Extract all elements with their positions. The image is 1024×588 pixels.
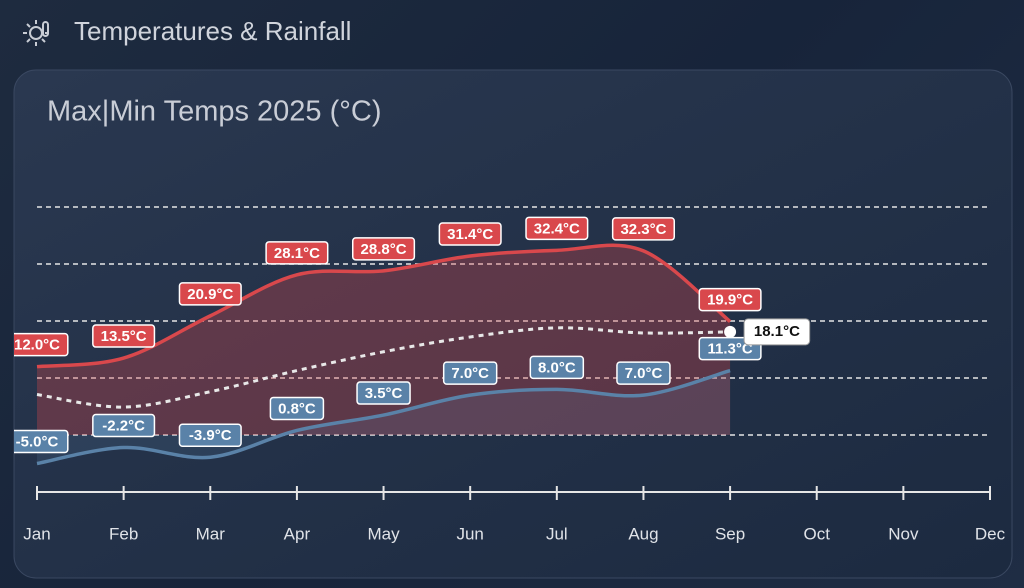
x-tick-label: Oct xyxy=(804,524,831,543)
data-label: 13.5°C xyxy=(101,328,147,345)
x-tick-label: Apr xyxy=(284,524,311,543)
x-tick-label: Nov xyxy=(888,524,919,543)
plot: Jan Feb Mar Apr May Jun Jul Aug Sep Oct Nov Dec 12.0… xyxy=(14,206,1006,543)
data-label-bg xyxy=(265,241,329,265)
card xyxy=(13,69,1013,579)
data-label-bg xyxy=(269,396,325,421)
data-label-bg xyxy=(611,217,676,241)
x-tick-label: Jul xyxy=(546,524,568,543)
data-label-bg xyxy=(14,332,69,357)
data-label: -5.0°C xyxy=(16,433,59,450)
data-label-bg xyxy=(178,282,242,306)
x-tick-label: Sep xyxy=(715,524,745,543)
data-label-bg xyxy=(743,318,811,346)
data-label-bg xyxy=(525,216,589,241)
point xyxy=(724,325,737,338)
data-label: 31.4°C xyxy=(447,226,493,243)
data-label: 28.1°C xyxy=(274,245,320,262)
data-label-bg xyxy=(356,381,411,405)
data-label: 19.9°C xyxy=(707,292,753,309)
data-label-bg xyxy=(14,429,69,454)
data-label: 11.3°C xyxy=(707,341,752,358)
data-label-bg xyxy=(438,222,502,246)
data-label-bg xyxy=(442,361,498,385)
x-tick-label: Jan xyxy=(23,524,50,543)
x-tick-label: Jun xyxy=(456,524,483,543)
data-label-bg xyxy=(616,361,671,385)
data-label: 7.0°C xyxy=(451,365,489,382)
data-label: 32.4°C xyxy=(534,220,580,237)
data-label: 20.9°C xyxy=(187,286,233,303)
data-label: 32.3°C xyxy=(620,221,666,238)
x-tick-label: Feb xyxy=(109,524,138,543)
series-line xyxy=(36,326,731,409)
x-tick-label: Mar xyxy=(196,524,226,543)
data-label: -3.9°C xyxy=(189,427,232,444)
chart-title: Max|Min Temps 2025 (°C) xyxy=(47,96,381,128)
data-label: 3.5°C xyxy=(365,385,403,402)
series-line xyxy=(36,368,731,466)
x-tick-label: Dec xyxy=(975,524,1006,543)
data-label: 12.0°C xyxy=(14,337,60,354)
header-title: Temperatures & Rainfall xyxy=(74,16,351,46)
data-label: 18.1°C xyxy=(754,323,800,340)
data-label-bg xyxy=(178,423,242,447)
data-label: 28.8°C xyxy=(361,241,407,258)
data-label-bg xyxy=(698,287,762,312)
data-label: 0.8°C xyxy=(278,400,316,417)
data-label: 8.0°C xyxy=(538,359,576,376)
header-icon xyxy=(23,20,49,46)
data-label-bg xyxy=(92,324,156,348)
data-label-bg xyxy=(351,237,416,261)
data-label-bg xyxy=(92,413,156,438)
data-label: -2.2°C xyxy=(102,418,145,435)
data-label-bg xyxy=(529,355,585,380)
x-tick-label: Aug xyxy=(628,524,658,543)
x-tick-label: May xyxy=(367,524,400,543)
area xyxy=(37,245,731,435)
data-label: 7.0°C xyxy=(625,365,663,382)
